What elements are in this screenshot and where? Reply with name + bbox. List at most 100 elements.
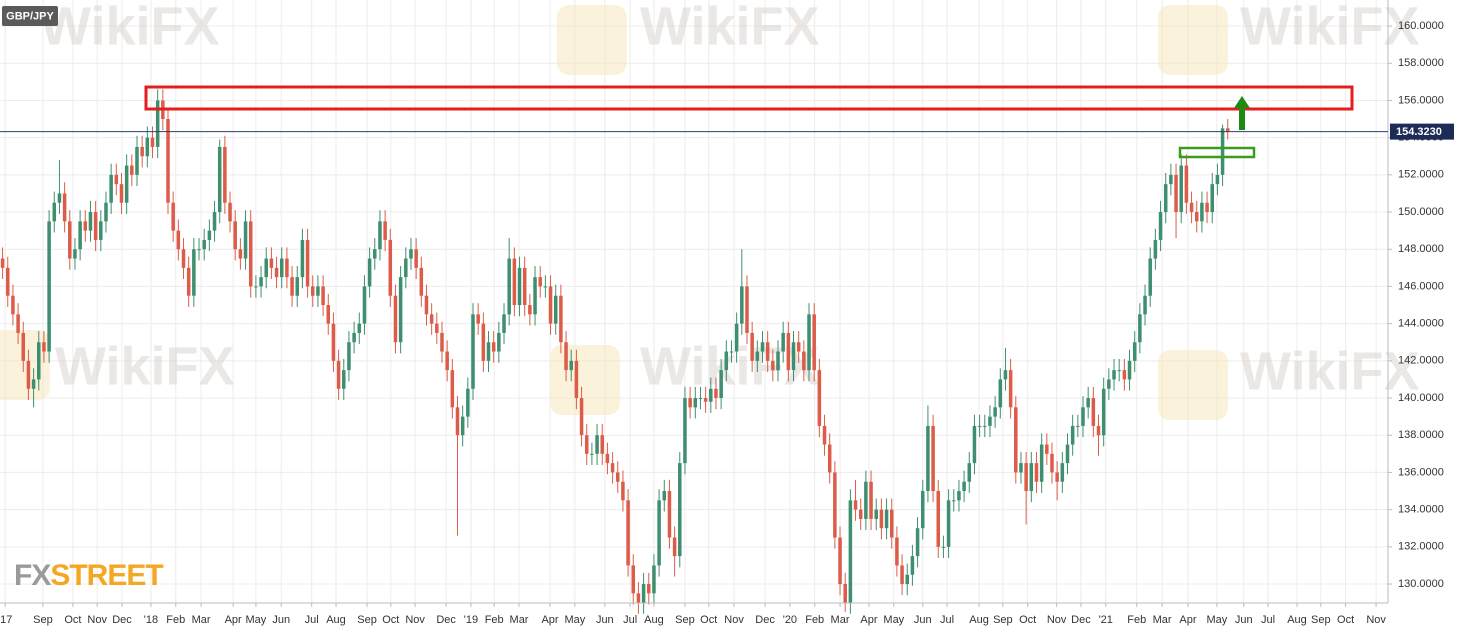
candle-body [342, 370, 346, 389]
x-tick-label: Sep [357, 614, 377, 626]
x-tick-label: '20 [783, 614, 797, 626]
candle-body [1169, 174, 1173, 185]
candle-body [1210, 184, 1214, 213]
candle-body [352, 332, 356, 343]
candle-body [864, 481, 868, 519]
candle-body [543, 286, 548, 288]
candle-body [424, 295, 429, 315]
x-tick-label: Mar [831, 614, 850, 626]
candle-body [1014, 407, 1018, 473]
candle-body [848, 500, 853, 603]
candle-body [1132, 342, 1137, 361]
candle-body [672, 537, 677, 557]
candle-body [1153, 239, 1158, 259]
candle-body [584, 435, 589, 454]
candle-body [140, 146, 144, 157]
candle-body [429, 314, 434, 324]
candle-body [600, 435, 604, 454]
candle-body [833, 472, 837, 538]
candle-body [693, 398, 698, 408]
candle-body [1008, 370, 1013, 408]
grid [0, 0, 1388, 603]
candle-body [678, 463, 682, 557]
up-arrow [1234, 96, 1250, 130]
candle-body [1127, 360, 1132, 380]
candle-body [946, 500, 951, 547]
support-zone [1178, 146, 1256, 159]
candle-body [657, 500, 661, 566]
x-tick-label: Jun [596, 614, 614, 626]
candle-body [569, 360, 573, 371]
candle-body [11, 295, 15, 315]
candle-body [626, 500, 630, 566]
candle-body [326, 305, 331, 324]
candle-body [419, 267, 424, 296]
candle-body [1091, 398, 1096, 426]
x-tick-label: Nov [405, 614, 425, 626]
candle-body [1184, 165, 1189, 203]
candle-body [1117, 370, 1121, 372]
candle-body [698, 398, 703, 400]
candle-body [109, 174, 113, 203]
x-tick-label: Dec [436, 614, 456, 626]
candle-body [259, 277, 263, 287]
candle-body [347, 342, 351, 371]
candle-body [336, 360, 341, 389]
candle-body [1179, 165, 1183, 213]
candle-body [119, 184, 124, 203]
candle-body [745, 286, 749, 333]
x-tick-label: Mar [1153, 614, 1172, 626]
watermark-logo [550, 345, 620, 415]
candle-body [186, 267, 191, 296]
candle-body [1122, 370, 1127, 380]
candle-body [212, 212, 217, 231]
x-tick-label: Dec [755, 614, 775, 626]
candle-body [988, 416, 992, 426]
y-tick-label: 140.0000 [1398, 392, 1444, 404]
candle-body [1205, 202, 1209, 213]
candle-body [1019, 463, 1023, 473]
candle-body [264, 258, 268, 278]
y-tick-label: 150.0000 [1398, 206, 1444, 218]
candle-body [238, 249, 243, 259]
candle-body [243, 221, 248, 259]
candle-body [750, 332, 754, 361]
candle-body [621, 481, 625, 501]
candle-body [88, 212, 93, 231]
candle-body [843, 584, 847, 603]
candle-body [636, 593, 641, 603]
candle-body [383, 221, 387, 240]
candle-body [838, 537, 842, 585]
x-tick-label: May [883, 614, 904, 626]
candle-body [171, 202, 175, 231]
candle-body [68, 221, 72, 259]
candle-body [1163, 184, 1168, 213]
x-tick-label: Apr [1179, 614, 1196, 626]
candle-body [52, 202, 57, 222]
candle-body [471, 314, 475, 389]
candle-body [285, 258, 289, 278]
x-tick-label: '21 [1099, 614, 1113, 626]
x-tick-label: May [564, 614, 585, 626]
candle-body [993, 407, 997, 417]
candle-body [450, 370, 455, 408]
x-tick-label: May [1207, 614, 1228, 626]
candle-body [869, 481, 873, 519]
candle-body [812, 314, 816, 371]
candle-body [553, 295, 558, 324]
candle-body [497, 332, 501, 352]
x-tick-label: Sep [993, 614, 1013, 626]
candle-body [760, 342, 765, 352]
candle-body [481, 323, 486, 361]
candle-body [1107, 379, 1111, 389]
candle-body [895, 537, 899, 566]
candle-body [223, 146, 227, 203]
x-tick-label: Feb [485, 614, 504, 626]
candle-body [957, 491, 961, 501]
candle-body [703, 398, 708, 402]
candle-body [796, 342, 801, 352]
candle-body [93, 212, 98, 240]
candle-body [57, 193, 62, 203]
candle-body [373, 249, 377, 259]
x-tick-label: Aug [1287, 614, 1307, 626]
